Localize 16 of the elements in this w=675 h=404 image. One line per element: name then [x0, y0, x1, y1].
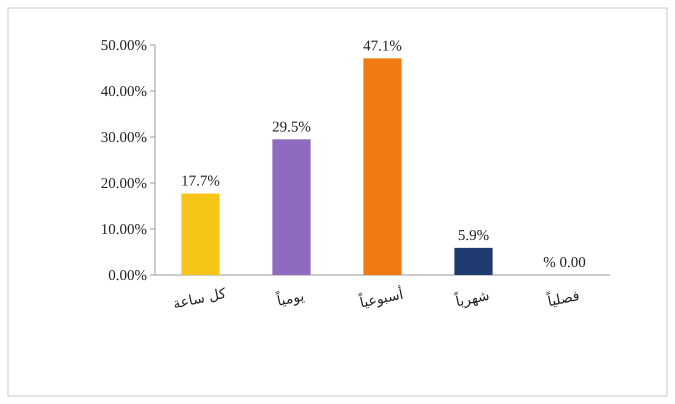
x-tick-label: يومياً: [274, 285, 306, 310]
data-label: 47.1%: [363, 38, 402, 54]
data-label: % 0.00: [543, 255, 586, 271]
data-label: 29.5%: [272, 119, 311, 136]
y-tick-label: 40.00%: [100, 84, 147, 100]
data-label: 17.7%: [181, 174, 220, 190]
data-label: 5.9%: [458, 228, 490, 244]
x-tick-label: شهرياً: [453, 284, 491, 311]
y-tick-label: 10.00%: [100, 222, 147, 238]
x-tick-label: فصلياً: [545, 284, 581, 310]
y-tick-label: 50.00%: [100, 38, 147, 54]
x-tick-label: أسبوعياً: [357, 284, 405, 312]
x-tick-label: كل ساعة: [172, 286, 228, 312]
y-tick-label: 30.00%: [100, 130, 147, 146]
y-tick-label: 0.00%: [108, 268, 147, 284]
y-tick-label: 20.00%: [100, 176, 147, 192]
